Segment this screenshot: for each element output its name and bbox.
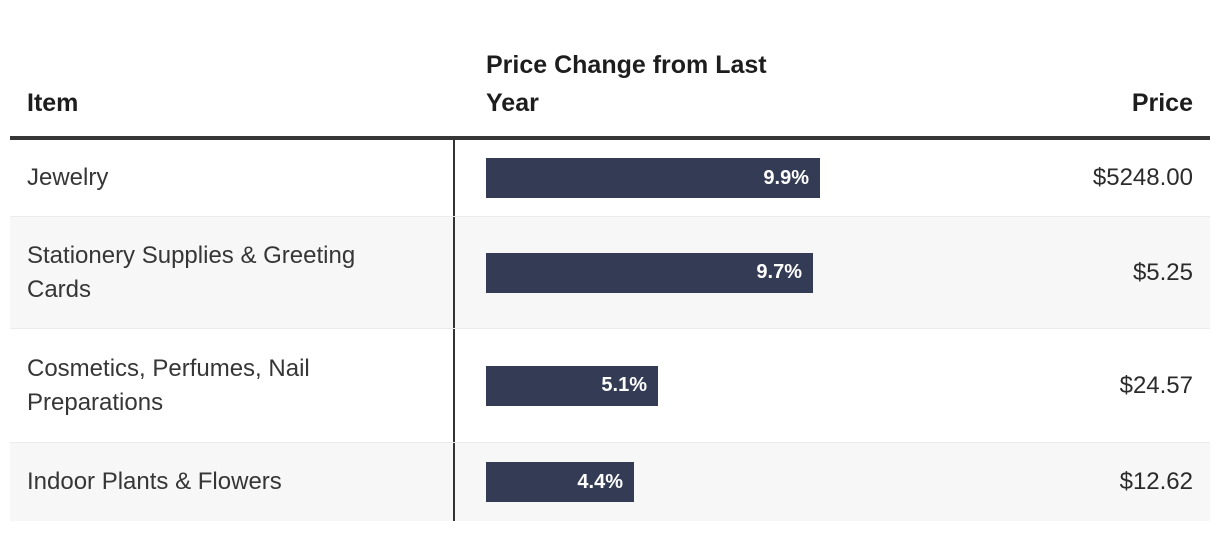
price-change-cell: 9.9%: [453, 140, 995, 216]
table-row: Cosmetics, Perfumes, Nail Preparations 5…: [10, 328, 1210, 442]
column-header-price: Price: [1131, 89, 1193, 117]
column-header-item: Item: [27, 89, 79, 117]
price-cell: $24.57: [1119, 371, 1193, 399]
item-cell: Cosmetics, Perfumes, Nail Preparations: [27, 354, 310, 416]
table-header-row: Item Price Change from Last Year Price: [10, 0, 1210, 140]
table-row: Indoor Plants & Flowers 4.4% $12.62: [10, 442, 1210, 521]
price-change-cell: 9.7%: [453, 217, 995, 328]
price-change-bar: 9.7%: [486, 252, 813, 293]
price-cell: $12.62: [1119, 468, 1193, 495]
column-header-price-change: Price Change from Last Year: [453, 46, 995, 136]
price-change-bar: 4.4%: [486, 462, 634, 502]
table-row: Stationery Supplies & Greeting Cards 9.7…: [10, 216, 1210, 328]
price-change-cell: 5.1%: [453, 329, 995, 442]
price-cell: $5248.00: [1092, 164, 1193, 191]
price-change-bar: 5.1%: [486, 365, 658, 406]
price-change-bar: 9.9%: [486, 158, 820, 198]
item-cell: Stationery Supplies & Greeting Cards: [27, 241, 356, 303]
column-header-price-change-label: Price Change from Last Year: [486, 51, 767, 117]
item-cell: Jewelry: [27, 164, 109, 191]
table-row: Jewelry 9.9% $5248.00: [10, 140, 1210, 216]
item-cell: Indoor Plants & Flowers: [27, 468, 282, 495]
price-cell: $5.25: [1132, 258, 1193, 286]
price-change-table: Item Price Change from Last Year Price J…: [10, 0, 1210, 521]
price-change-cell: 4.4%: [453, 443, 995, 521]
